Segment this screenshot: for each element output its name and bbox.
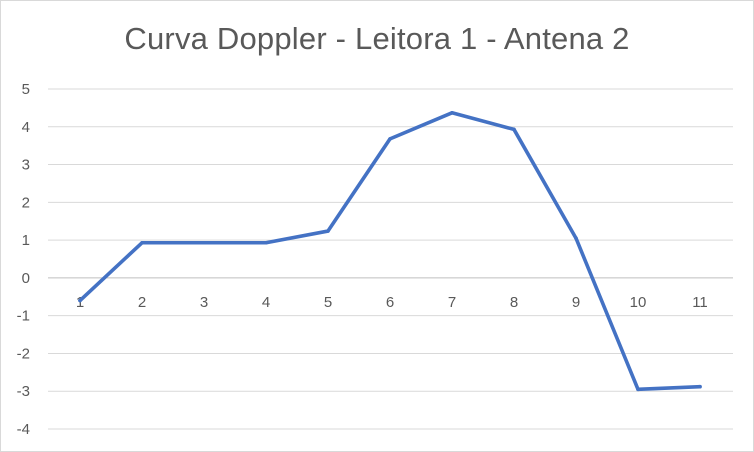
x-tick-label: 7 (448, 294, 456, 311)
data-point (326, 229, 330, 233)
data-point (636, 387, 640, 392)
data-point (78, 298, 82, 303)
y-tick-label: 3 (22, 157, 30, 174)
x-tick-label: 9 (572, 294, 580, 311)
x-axis-tick-labels: 1 2 3 4 5 6 7 8 9 10 11 (76, 294, 708, 311)
x-tick-label: 1 (76, 294, 84, 311)
y-tick-label: 5 (22, 81, 30, 98)
data-point (264, 240, 268, 245)
y-axis-tick-labels: 5 4 3 2 1 0 -1 -2 -3 -4 (17, 81, 30, 438)
y-tick-label: -4 (17, 421, 30, 438)
gridlines (48, 88, 733, 430)
x-tick-label: 2 (138, 294, 146, 311)
x-tick-label: 8 (510, 294, 518, 311)
data-point (512, 127, 516, 132)
x-tick-label: 11 (692, 294, 708, 311)
y-tick-label: 0 (22, 270, 30, 287)
x-tick-label: 5 (324, 294, 332, 311)
x-tick-label: 10 (630, 294, 647, 311)
series-layer (78, 111, 702, 392)
y-tick-label: -2 (17, 345, 30, 362)
y-tick-label: 1 (22, 232, 30, 249)
chart-title: Curva Doppler - Leitora 1 - Antena 2 (124, 21, 630, 56)
y-tick-label: 2 (22, 194, 30, 211)
data-point (140, 240, 144, 245)
series-line (78, 111, 702, 392)
x-tick-label: 4 (262, 294, 270, 311)
data-point (450, 111, 454, 115)
data-point (388, 137, 392, 141)
data-point (202, 240, 206, 245)
y-tick-label: 4 (22, 119, 30, 136)
data-point (698, 384, 702, 389)
y-tick-label: -3 (17, 383, 30, 400)
y-tick-label: -1 (17, 308, 30, 325)
x-tick-label: 3 (200, 294, 208, 311)
x-tick-label: 6 (386, 294, 394, 311)
data-point (574, 236, 578, 241)
